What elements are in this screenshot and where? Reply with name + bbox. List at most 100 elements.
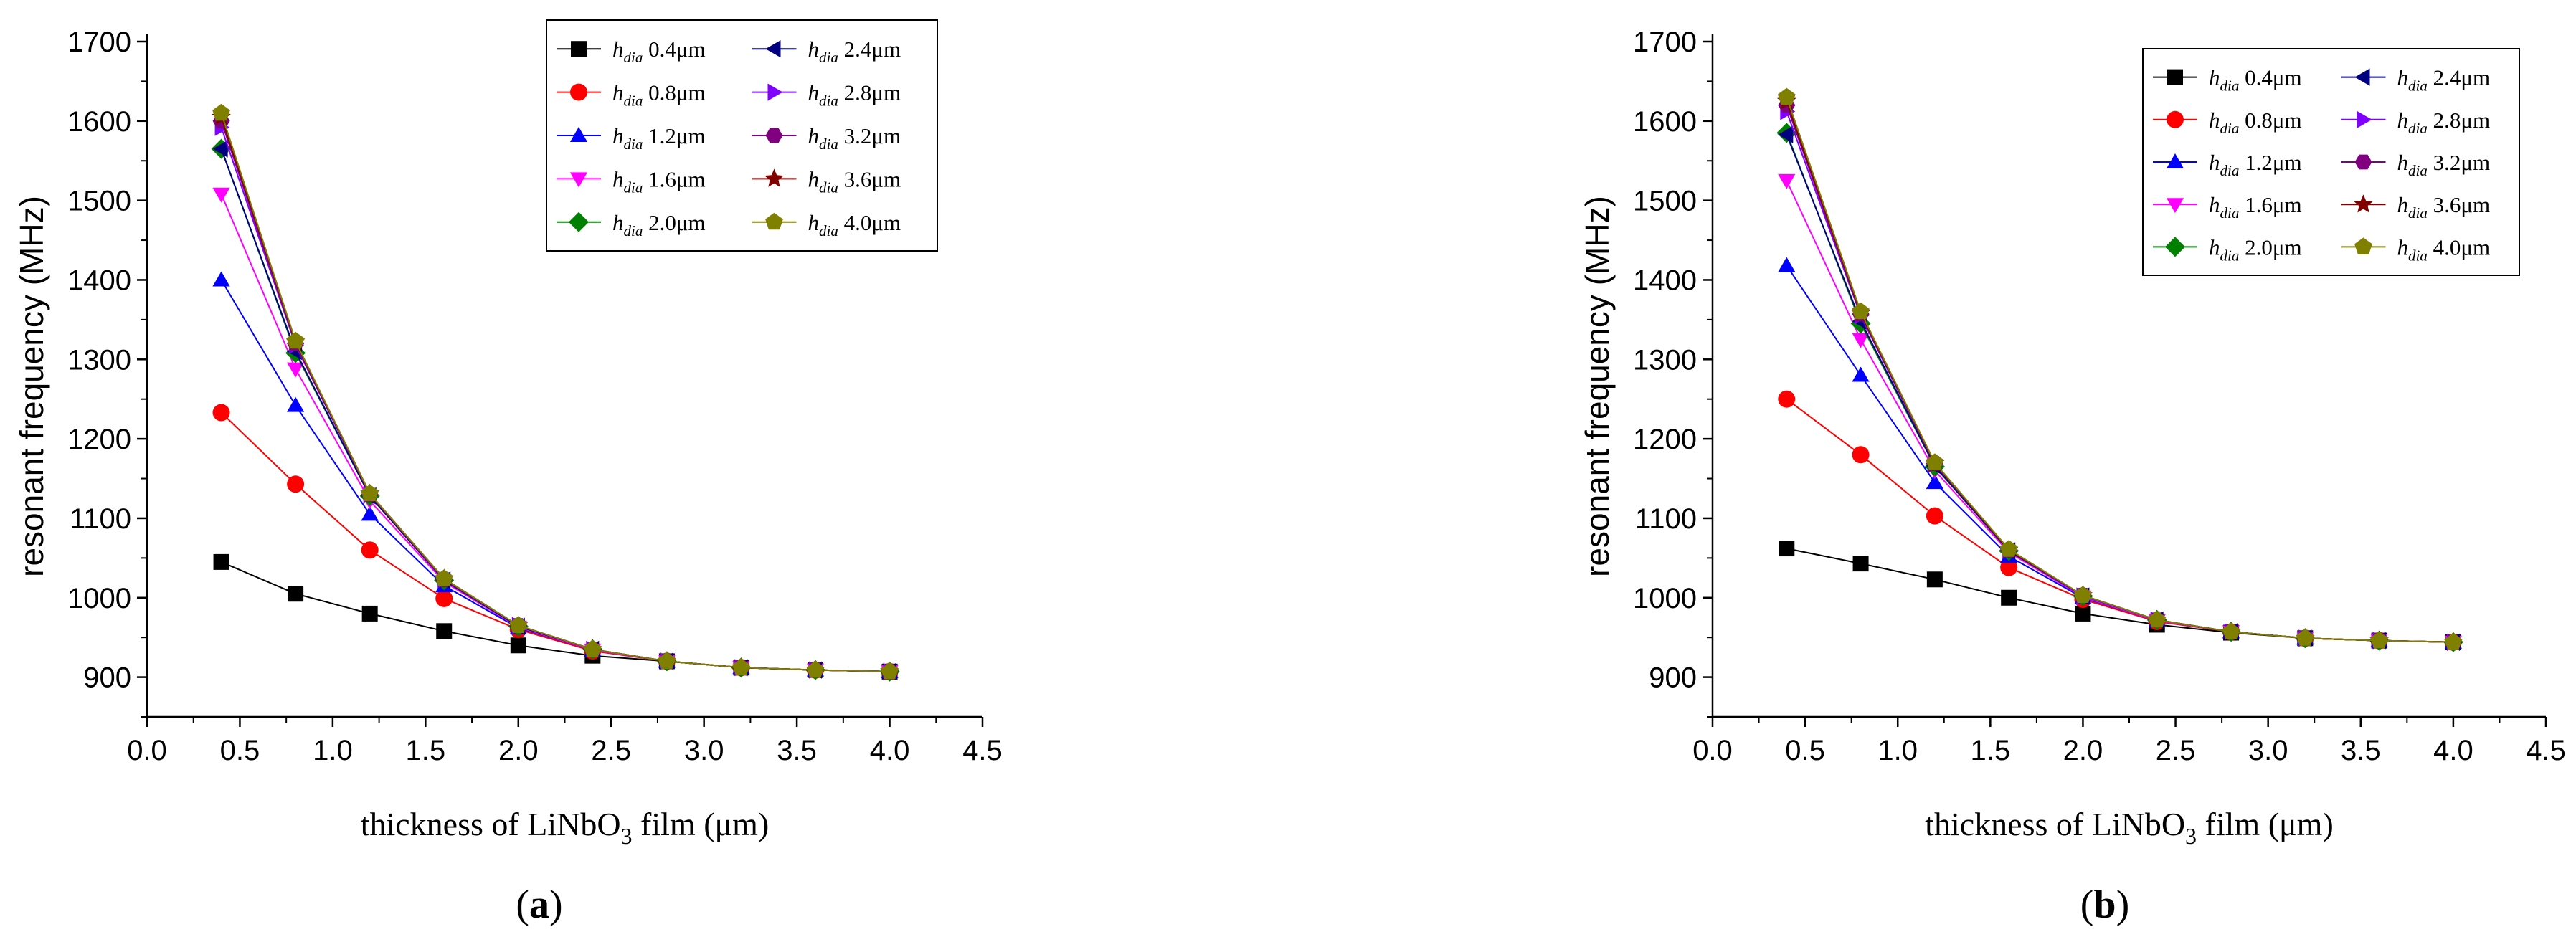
x-tick-label: 1.0 xyxy=(1877,735,1918,766)
legend-marker xyxy=(2354,68,2370,86)
legend-marker xyxy=(764,168,784,187)
data-point xyxy=(1926,474,1943,490)
series-0 xyxy=(213,553,898,680)
data-point xyxy=(2074,586,2092,603)
x-tick-label: 4.5 xyxy=(962,735,1003,766)
y-tick-label: 1300 xyxy=(67,344,131,376)
x-tick-label: 1.5 xyxy=(406,735,446,766)
y-tick-label: 1300 xyxy=(1633,344,1697,376)
data-point xyxy=(361,605,378,622)
legend-label: hdia 3.6μm xyxy=(2397,192,2491,222)
series-2 xyxy=(1778,257,2462,649)
data-point xyxy=(287,396,305,412)
y-axis-title: resonant frequency (MHz) xyxy=(1578,196,1616,577)
x-tick-label: 4.5 xyxy=(2526,735,2566,766)
data-point xyxy=(1926,453,1944,470)
legend-label: hdia 2.8μm xyxy=(2397,108,2491,137)
data-point xyxy=(1926,507,1943,525)
panel-label: (a) xyxy=(516,882,562,927)
data-point xyxy=(1852,366,1870,382)
x-axis-title: thickness of LiNbO3 film (μm) xyxy=(1925,806,2334,849)
legend-label: hdia 3.2μm xyxy=(808,123,901,153)
x-tick-label: 2.0 xyxy=(2063,735,2103,766)
y-axis-title: resonant frequency (MHz) xyxy=(13,196,50,577)
y-tick-label: 1600 xyxy=(1633,106,1697,138)
x-tick-label: 2.5 xyxy=(2156,735,2196,766)
y-tick-label: 1400 xyxy=(67,265,131,296)
data-point xyxy=(510,637,526,654)
data-point xyxy=(1852,302,1870,320)
x-tick-label: 1.0 xyxy=(313,735,353,766)
data-point xyxy=(806,660,825,678)
legend-marker xyxy=(2166,153,2184,168)
legend-marker xyxy=(2354,237,2372,254)
data-point xyxy=(212,187,230,203)
data-point xyxy=(509,616,528,634)
legend-marker xyxy=(571,41,587,57)
y-tick-label: 1200 xyxy=(67,424,131,455)
x-tick-label: 4.0 xyxy=(2433,735,2473,766)
data-point xyxy=(881,662,899,680)
legend-label: hdia 1.2μm xyxy=(612,123,706,153)
x-axis-title: thickness of LiNbO3 film (μm) xyxy=(361,806,770,849)
data-point xyxy=(2222,622,2240,639)
legend-label: hdia 0.4μm xyxy=(2209,65,2302,95)
data-point xyxy=(361,505,379,521)
series-line xyxy=(1786,398,2453,643)
series-2 xyxy=(212,271,899,678)
data-point xyxy=(287,475,305,493)
data-point xyxy=(1852,446,1870,464)
chart-panel-b: 0.0 0.5 1.0 1.5 2.0 2.5 3.0 3.5 4.0 4.5 900 1000 110… xyxy=(1578,27,2566,927)
data-point xyxy=(212,140,228,158)
legend-marker xyxy=(2165,237,2185,257)
legend-marker xyxy=(2167,110,2184,128)
legend: hdia 0.4μm hdia 0.8μm hdia 1.2μm hdia 1.6μm… xyxy=(2142,48,2520,276)
data-point xyxy=(1779,541,1795,557)
legend-marker xyxy=(2354,154,2372,170)
legend-label: hdia 2.8μm xyxy=(808,80,901,110)
data-point xyxy=(2001,589,2017,606)
legend: hdia 0.4μm hdia 0.8μm hdia 1.2μm hdia 1.6μm… xyxy=(546,19,938,252)
series-1 xyxy=(1778,390,2462,651)
data-point xyxy=(436,623,453,639)
data-point xyxy=(2148,610,2167,628)
legend-marker xyxy=(765,128,783,143)
legend-label: hdia 0.4μm xyxy=(612,37,706,66)
legend-label: hdia 2.0μm xyxy=(2209,234,2302,264)
x-tick-label: 3.0 xyxy=(684,735,724,766)
legend-label: hdia 3.2μm xyxy=(2397,150,2491,179)
y-tick-label: 1100 xyxy=(1635,503,1697,535)
legend-marker xyxy=(570,83,587,101)
legend-marker xyxy=(767,83,783,101)
legend-marker xyxy=(2357,110,2372,128)
data-point xyxy=(584,639,602,657)
legend-label: hdia 2.4μm xyxy=(808,37,901,66)
data-point xyxy=(361,541,379,559)
data-point xyxy=(1778,257,1796,272)
y-tick-label: 1100 xyxy=(70,503,131,535)
y-tick-label: 900 xyxy=(1649,662,1697,694)
series-0 xyxy=(1779,541,2461,650)
series-line xyxy=(220,279,890,672)
x-tick-label: 4.0 xyxy=(870,735,910,766)
data-point xyxy=(2444,632,2463,650)
x-tick-label: 1.5 xyxy=(1971,735,2011,766)
legend-marker xyxy=(569,211,589,232)
x-tick-label: 0.5 xyxy=(220,735,260,766)
legend-label: hdia 2.0μm xyxy=(612,210,706,239)
y-tick-label: 900 xyxy=(83,662,131,694)
legend-marker xyxy=(765,40,781,58)
series-9 xyxy=(1777,87,2463,650)
legend-label: hdia 0.8μm xyxy=(612,80,706,110)
y-tick-label: 1500 xyxy=(67,186,131,217)
series-line xyxy=(1786,97,2453,643)
series-line xyxy=(220,411,890,672)
panel-label: (b) xyxy=(2080,882,2129,927)
legend-label: hdia 0.8μm xyxy=(2209,108,2302,137)
legend-marker xyxy=(569,172,588,188)
data-point xyxy=(732,658,750,675)
legend-marker xyxy=(2167,69,2183,85)
data-point xyxy=(1926,571,1943,588)
x-tick-label: 3.5 xyxy=(777,735,817,766)
